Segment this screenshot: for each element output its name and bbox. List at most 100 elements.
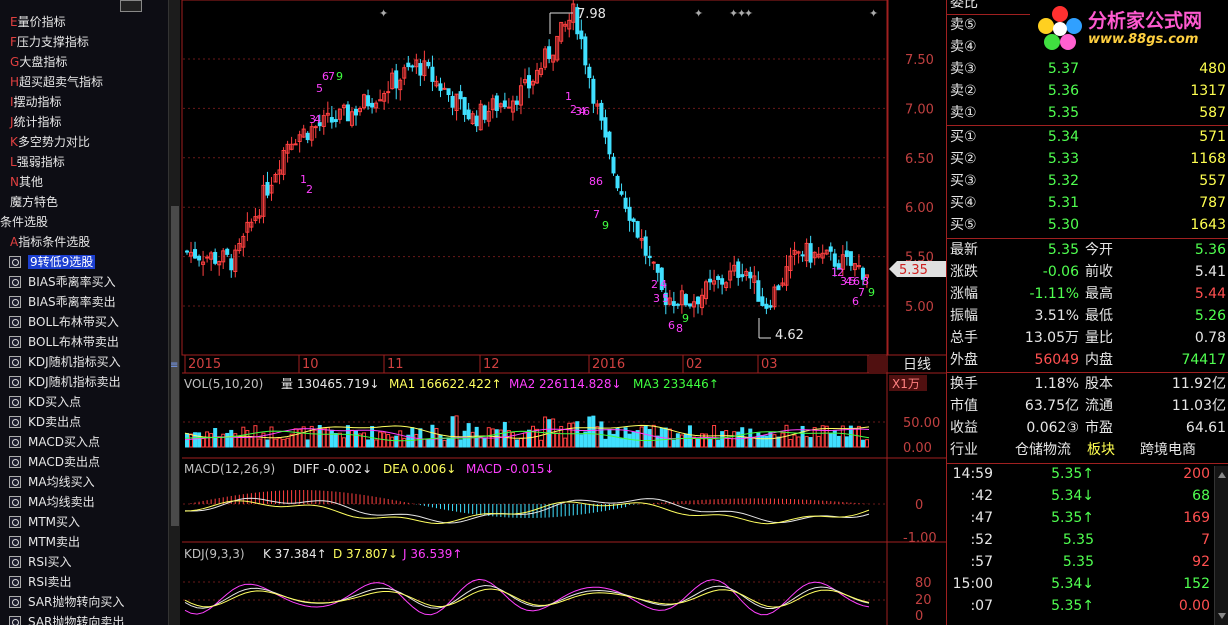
volume-bar — [752, 437, 757, 448]
date-axis-label: 12 — [483, 357, 500, 372]
search-icon[interactable] — [120, 0, 142, 12]
sidebar-item[interactable]: K多空势力对比 — [0, 132, 168, 152]
volume-bar — [683, 433, 688, 448]
sidebar-item[interactable]: KDJ随机指标买入 — [0, 352, 168, 372]
candle-body — [599, 102, 604, 121]
candle-body — [567, 19, 572, 30]
candle-body — [860, 267, 865, 280]
sidebar-item[interactable]: BOLL布林带卖出 — [0, 332, 168, 352]
volume-bar — [257, 438, 262, 448]
candle-body — [518, 85, 523, 106]
sidebar-item[interactable]: J统计指标 — [0, 112, 168, 132]
vol-axis-label: 0.00 — [903, 441, 932, 456]
date-axis-label: 10 — [302, 357, 319, 372]
sidebar-item[interactable]: BOLL布林带买入 — [0, 312, 168, 332]
volume-bar — [864, 439, 869, 448]
sidebar-item[interactable]: 9转低9选股 — [0, 252, 168, 272]
stat-value: 56049 — [1034, 352, 1079, 368]
ask-price: 5.37 — [1047, 61, 1079, 77]
candle-body — [659, 267, 664, 290]
candle-body — [752, 275, 757, 283]
sidebar-item[interactable]: KDJ随机指标卖出 — [0, 372, 168, 392]
sidebar-item[interactable]: H超买超卖气指标 — [0, 72, 168, 92]
candle-body — [358, 107, 363, 113]
volume-bar — [209, 433, 214, 448]
high-price-label: 7.98 — [577, 7, 606, 22]
volume-bar — [559, 425, 564, 448]
sidebar-item[interactable]: E量价指标 — [0, 12, 168, 32]
candle-body — [824, 249, 829, 255]
volume-bar — [535, 428, 540, 448]
td-count-label: 1 — [565, 90, 572, 103]
candle-body — [643, 236, 648, 256]
candle-body — [812, 251, 817, 259]
ask-row: 卖① 5.35 587 — [947, 102, 1228, 125]
candle-body — [209, 252, 214, 260]
formula-icon — [9, 596, 21, 608]
sidebar-item[interactable]: 魔方特色 — [0, 192, 168, 212]
sidebar-item[interactable]: RSI买入 — [0, 552, 168, 572]
candle-body — [201, 261, 206, 265]
sidebar-item[interactable]: KD买入点 — [0, 392, 168, 412]
sidebar-item[interactable]: RSI卖出 — [0, 572, 168, 592]
kline-chart[interactable]: 7.507.006.506.005.505.007.984.62✦ ✦ ✦✦✦ ✦12… — [181, 0, 946, 625]
sidebar-item-label: 多空势力对比 — [17, 135, 90, 149]
ticks-scrollbar[interactable] — [1214, 466, 1228, 625]
ask-volume: 587 — [1199, 105, 1226, 121]
volume-bar — [466, 423, 471, 448]
sidebar-item[interactable]: G大盘指标 — [0, 52, 168, 72]
candle-body — [370, 102, 375, 108]
candle-body — [269, 184, 274, 194]
sidebar-item[interactable]: MTM买入 — [0, 512, 168, 532]
sidebar-item[interactable]: MTM卖出 — [0, 532, 168, 552]
volume-bar — [225, 432, 230, 448]
sidebar-item-label: BIAS乖离率买入 — [28, 275, 116, 289]
candle-body — [410, 65, 415, 68]
sidebar-item[interactable]: SAR抛物转向卖出 — [0, 612, 168, 625]
volume-bar — [197, 432, 202, 448]
sidebar-item[interactable]: N其他 — [0, 172, 168, 192]
volume-bar — [591, 415, 596, 448]
volume-bar — [321, 427, 326, 448]
sidebar-item[interactable]: KD卖出点 — [0, 412, 168, 432]
sidebar-item[interactable]: A指标条件选股 — [0, 232, 168, 252]
volume-bar — [780, 432, 785, 448]
scrollbar-thumb[interactable] — [171, 206, 179, 526]
sidebar-scrollbar[interactable]: ≡ — [168, 0, 180, 625]
volume-bar — [217, 436, 222, 448]
sidebar-item[interactable]: MA均线卖出 — [0, 492, 168, 512]
volume-bar — [691, 436, 696, 448]
candle-body — [808, 243, 813, 263]
formula-icon — [9, 356, 21, 368]
sidebar-item[interactable]: MACD买入点 — [0, 432, 168, 452]
sidebar-item[interactable]: I摆动指标 — [0, 92, 168, 112]
category-letter: J — [10, 115, 14, 129]
sidebar-item[interactable]: BIAS乖离率买入 — [0, 272, 168, 292]
sidebar-item[interactable]: 条件选股 — [0, 212, 168, 232]
sidebar-item[interactable]: MA均线买入 — [0, 472, 168, 492]
date-axis-label: 2016 — [592, 357, 625, 372]
volume-bar — [406, 434, 411, 448]
sidebar-item[interactable]: L强弱指标 — [0, 152, 168, 172]
volume-bar — [506, 430, 511, 448]
candle-body — [796, 251, 801, 254]
sidebar-item[interactable]: MACD卖出点 — [0, 452, 168, 472]
sidebar-item[interactable]: F压力支撑指标 — [0, 32, 168, 52]
td-count-label: 6 — [583, 105, 590, 118]
splitter-grip-icon[interactable]: ≡ — [170, 360, 179, 371]
sidebar-item[interactable]: SAR抛物转向买入 — [0, 592, 168, 612]
bid-price: 5.32 — [1047, 173, 1079, 189]
sidebar-item[interactable]: BIAS乖离率卖出 — [0, 292, 168, 312]
candle-body — [591, 78, 596, 104]
candle-body — [635, 221, 640, 238]
low-price-label: 4.62 — [775, 328, 804, 343]
candle-body — [780, 282, 785, 286]
stat-label: 最高 — [1085, 286, 1113, 302]
bid-volume: 571 — [1199, 129, 1226, 145]
volume-bar — [655, 435, 660, 448]
volume-bar — [603, 438, 608, 448]
td-count-label: 9 — [868, 286, 875, 299]
sidebar-item-label: KDJ随机指标卖出 — [28, 375, 121, 389]
volume-bar — [607, 429, 612, 448]
volume-bar — [249, 436, 254, 448]
